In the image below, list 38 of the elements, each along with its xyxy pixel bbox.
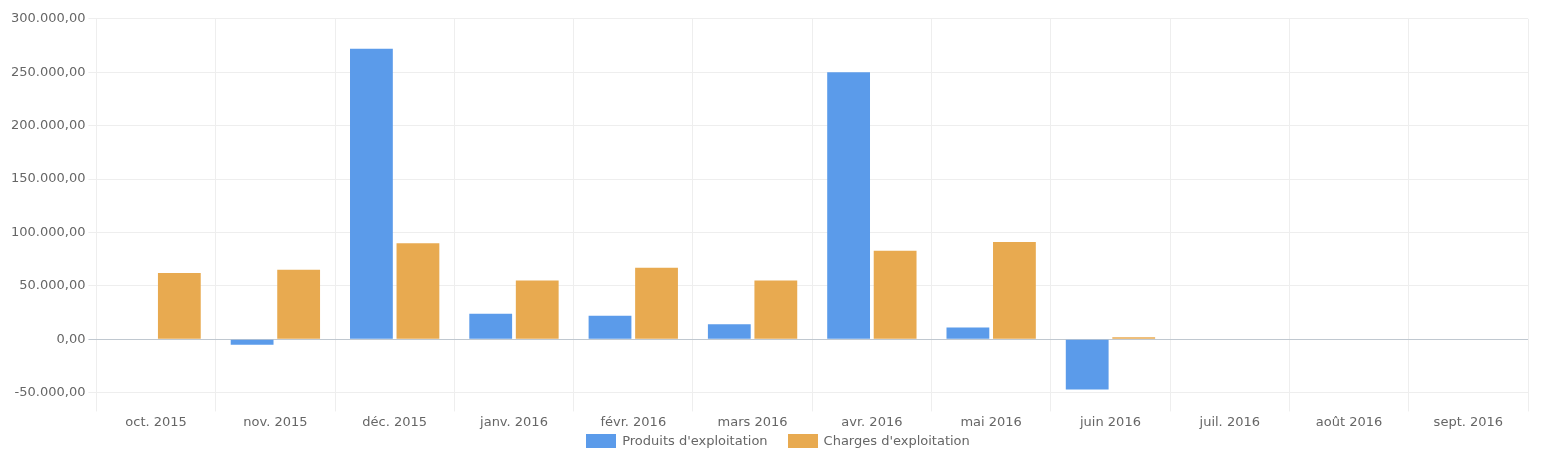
- y-tick-label: 50.000,00: [19, 277, 86, 293]
- bar: [754, 280, 798, 339]
- x-tick-label: août 2016: [1315, 413, 1383, 429]
- bar: [515, 280, 559, 339]
- x-tick-label: oct. 2015: [125, 413, 187, 429]
- y-tick-label: 250.000,00: [11, 63, 86, 79]
- x-tick-label: févr. 2016: [600, 413, 667, 429]
- bar: [469, 313, 513, 339]
- bar: [993, 242, 1036, 339]
- bar: [588, 315, 632, 339]
- bar: [946, 327, 990, 339]
- x-tick-label: juil. 2016: [1198, 413, 1260, 429]
- bar: [277, 269, 321, 339]
- bar: [873, 250, 917, 339]
- bar: [157, 273, 201, 339]
- x-tick-label: juin 2016: [1079, 413, 1141, 429]
- x-tick-label: mars 2016: [717, 413, 788, 429]
- bar: [827, 72, 870, 339]
- y-tick-label: 0,00: [56, 330, 86, 346]
- bar: [350, 48, 393, 339]
- x-tick-label: janv. 2016: [479, 413, 548, 429]
- x-tick-label: sept. 2016: [1433, 413, 1504, 429]
- y-tick-label: 200.000,00: [11, 117, 86, 133]
- y-tick-label: -50.000,00: [14, 384, 86, 400]
- x-tick-label: déc. 2015: [362, 413, 428, 429]
- legend-label: Produits d'exploitation: [622, 433, 768, 448]
- bar: [635, 267, 678, 339]
- bar: [396, 243, 440, 339]
- bar: [230, 339, 274, 345]
- legend-label: Charges d'exploitation: [823, 433, 970, 448]
- y-tick-label: 100.000,00: [11, 223, 86, 239]
- x-tick-label: avr. 2016: [841, 413, 903, 429]
- y-tick-label: 300.000,00: [11, 10, 86, 26]
- bar: [707, 324, 751, 339]
- y-tick-label: 150.000,00: [11, 170, 86, 186]
- bar: [1065, 339, 1109, 390]
- x-tick-label: mai 2016: [960, 413, 1022, 429]
- x-tick-label: nov. 2015: [243, 413, 308, 429]
